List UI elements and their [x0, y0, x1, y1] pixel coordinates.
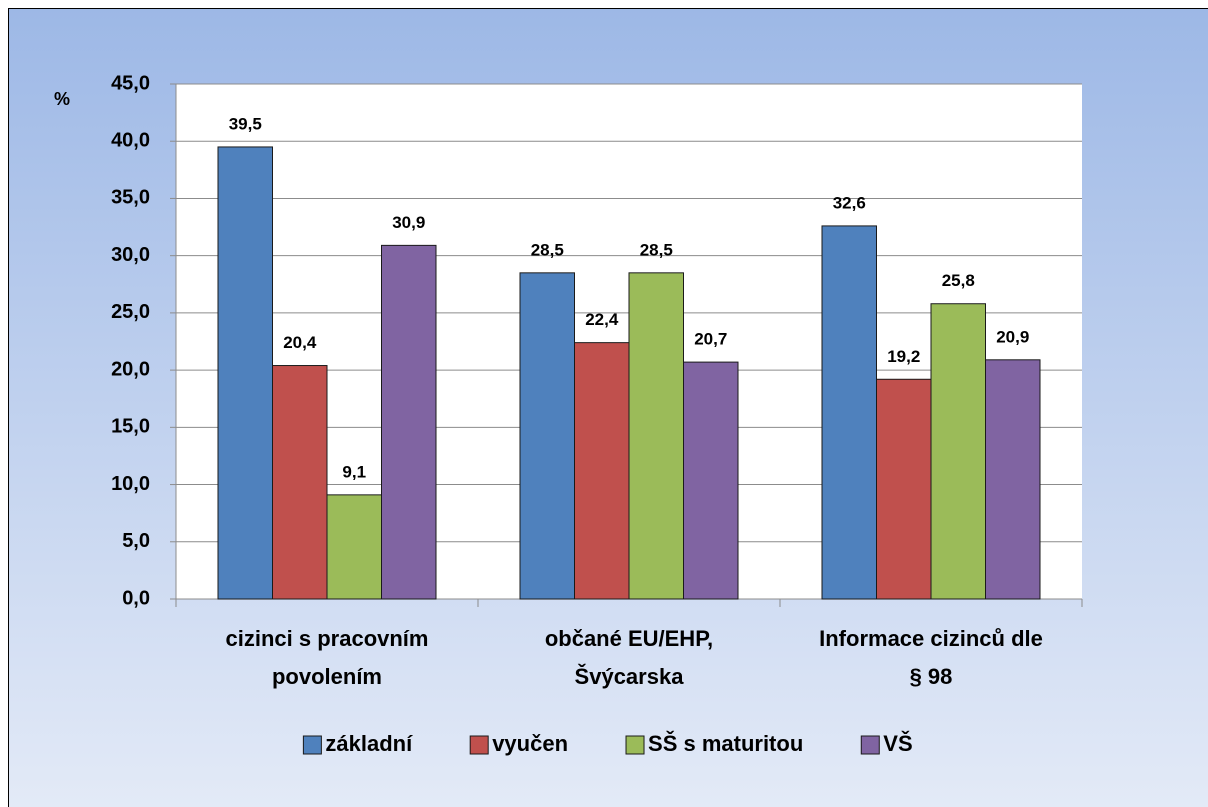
bar [326, 494, 382, 600]
data-label: 20,7 [694, 330, 727, 349]
bar [519, 272, 575, 600]
legend-swatch [860, 735, 880, 755]
y-tick-label: 20,0 [111, 358, 150, 380]
y-tick-label: 15,0 [111, 416, 150, 438]
data-label: 25,8 [942, 271, 975, 290]
bar [683, 361, 739, 600]
bar [574, 342, 630, 600]
x-tick-label: cizinci s pracovním povolením [226, 626, 429, 689]
data-label: 28,5 [640, 240, 673, 259]
data-label: 19,2 [887, 347, 920, 366]
y-tick-label: 10,0 [111, 473, 150, 495]
y-tick-label: 5,0 [122, 530, 150, 552]
legend-label: vyučen [492, 731, 568, 756]
data-label: 28,5 [531, 240, 564, 259]
data-label: 20,9 [996, 327, 1029, 346]
y-tick-label: 30,0 [111, 244, 150, 266]
legend-label: VŠ [883, 731, 912, 756]
x-tick-label: občané EU/EHP, Švýcarska [545, 626, 713, 689]
bar [381, 244, 437, 600]
legend-swatch [469, 735, 489, 755]
y-tick-label: 25,0 [111, 301, 150, 323]
y-axis-label: % [54, 89, 70, 109]
legend-label: základní [325, 731, 413, 756]
bar [272, 365, 328, 600]
bar [821, 225, 877, 600]
y-tick-label: 40,0 [111, 130, 150, 152]
data-label: 32,6 [833, 193, 866, 212]
data-label: 39,5 [229, 114, 262, 133]
data-label: 9,1 [342, 462, 366, 481]
legend-label: SŠ s maturitou [648, 731, 803, 756]
y-tick-label: 35,0 [111, 187, 150, 209]
data-label: 20,4 [283, 333, 317, 352]
x-tick-label: Informace cizinců dle § 98 [819, 626, 1043, 689]
bar [985, 359, 1041, 600]
bar [628, 272, 684, 600]
y-tick-label: 45,0 [111, 72, 150, 94]
data-label: 22,4 [585, 310, 619, 329]
legend-swatch [625, 735, 645, 755]
bar [217, 146, 273, 600]
bar [876, 378, 932, 600]
legend-swatch [302, 735, 322, 755]
bar [930, 303, 986, 600]
data-label: 30,9 [392, 213, 425, 232]
y-tick-label: 0,0 [122, 587, 150, 609]
